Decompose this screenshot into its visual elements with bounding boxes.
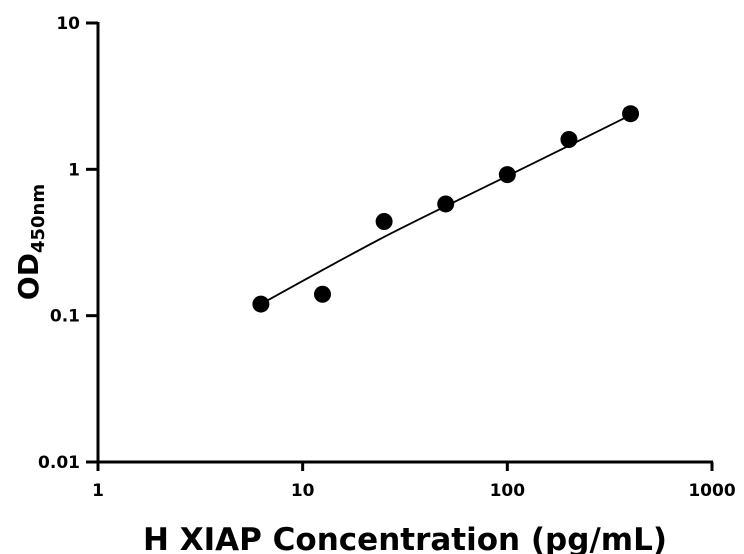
x-tick-label: 1	[92, 481, 104, 501]
y-tick-label: 0.01	[38, 453, 80, 473]
x-tick-label: 1000	[688, 481, 735, 501]
x-tick-label: 100	[490, 481, 526, 501]
data-point	[252, 295, 270, 313]
data-point	[622, 105, 640, 123]
axes	[96, 22, 713, 464]
x-axis-title: H XIAP Concentration (pg/mL)	[143, 522, 667, 554]
data-point	[437, 195, 455, 213]
y-axis-title-subscript: 450nm	[28, 184, 49, 253]
data-points	[252, 105, 640, 313]
data-point	[375, 213, 393, 231]
y-tick-label: 0.1	[50, 307, 80, 327]
x-tick-label: 10	[291, 481, 315, 501]
data-point	[314, 285, 332, 303]
y-axis-title-main: OD	[12, 253, 45, 300]
y-tick-label: 10	[56, 14, 80, 34]
y-axis-title: OD450nm	[12, 184, 49, 300]
x-ticks: 1 10 100 1000	[92, 462, 736, 501]
svg-text:OD450nm: OD450nm	[12, 184, 49, 300]
data-point	[560, 130, 578, 148]
data-point	[498, 166, 516, 184]
y-tick-label: 1	[68, 160, 80, 180]
y-ticks: 0.01 0.1 1 10	[38, 14, 98, 473]
